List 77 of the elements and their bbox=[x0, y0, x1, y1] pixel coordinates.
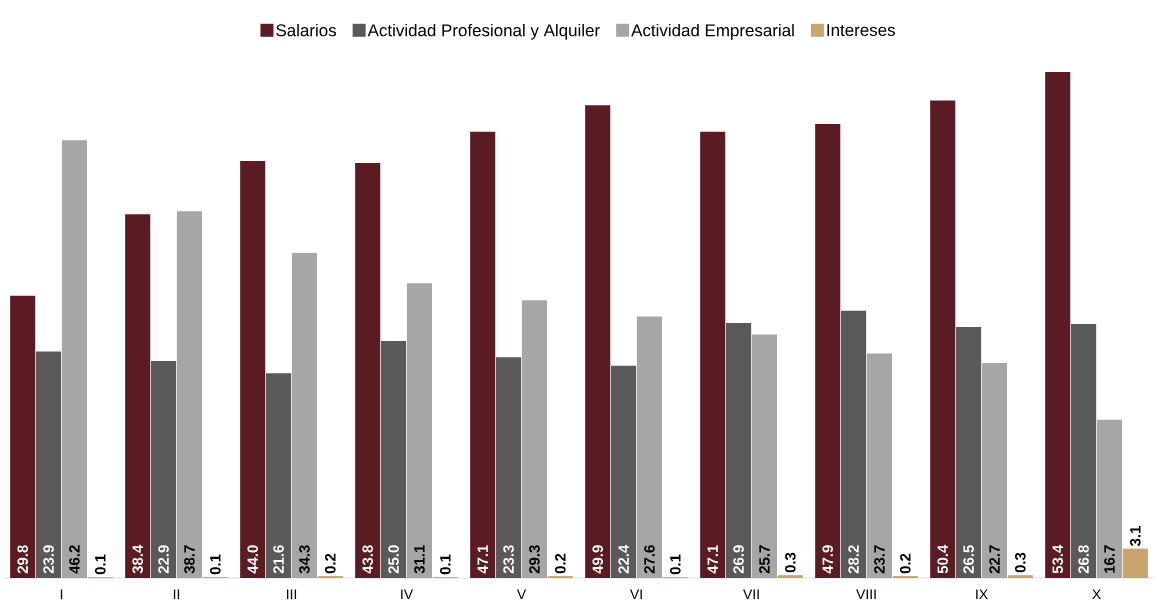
x-tick-label: III bbox=[286, 589, 297, 600]
bar bbox=[151, 361, 177, 578]
bar bbox=[1007, 575, 1033, 578]
x-tick-label: VIII bbox=[856, 589, 876, 600]
data-label: 23.3 bbox=[503, 545, 514, 574]
bar bbox=[1045, 72, 1071, 578]
bar bbox=[470, 131, 496, 578]
data-label: 22.9 bbox=[158, 545, 169, 574]
bar bbox=[815, 124, 841, 578]
bar bbox=[1071, 324, 1097, 578]
data-label: 23.7 bbox=[874, 545, 885, 574]
bar bbox=[381, 341, 407, 578]
data-label: 28.2 bbox=[848, 545, 859, 574]
x-tick-label: I bbox=[60, 589, 63, 600]
bar bbox=[930, 100, 956, 578]
data-label: 47.1 bbox=[707, 545, 718, 574]
data-label: 46.2 bbox=[69, 545, 80, 574]
bar bbox=[10, 295, 36, 578]
data-label: 38.4 bbox=[132, 544, 143, 574]
data-label: 44.0 bbox=[247, 545, 258, 574]
bar bbox=[726, 323, 752, 578]
data-label: 16.7 bbox=[1104, 545, 1115, 573]
data-label: 21.6 bbox=[273, 545, 284, 574]
bar bbox=[611, 365, 637, 578]
data-label: 43.8 bbox=[362, 545, 373, 574]
data-label: 0.1 bbox=[440, 554, 451, 575]
data-label: 3.1 bbox=[1130, 526, 1141, 547]
data-label: 31.1 bbox=[414, 545, 425, 574]
legend-label: Actividad Profesional y Alquiler bbox=[367, 23, 600, 40]
data-label: 53.4 bbox=[1052, 544, 1064, 574]
x-tick-label: IX bbox=[976, 589, 988, 600]
data-label: 29.3 bbox=[529, 545, 540, 574]
bar bbox=[956, 326, 982, 578]
legend-label: Intereses bbox=[827, 24, 895, 37]
data-label: 22.4 bbox=[618, 544, 629, 574]
data-label: 26.8 bbox=[1078, 545, 1089, 574]
bar bbox=[841, 310, 867, 578]
bar bbox=[125, 214, 151, 578]
data-label: 0.2 bbox=[900, 553, 911, 574]
x-tick-label: X bbox=[1092, 589, 1101, 600]
data-label: 0.2 bbox=[555, 553, 566, 574]
data-label: 0.3 bbox=[785, 552, 796, 573]
data-label: 0.3 bbox=[1015, 552, 1026, 573]
x-tick-label: VI bbox=[629, 589, 642, 600]
data-label: 47.9 bbox=[822, 545, 833, 574]
legend-label: Salarios bbox=[276, 23, 337, 37]
bar bbox=[585, 105, 611, 578]
data-label: 27.6 bbox=[644, 545, 655, 574]
data-label: 47.1 bbox=[477, 545, 488, 574]
data-label: 26.9 bbox=[733, 545, 744, 574]
data-label: 25.7 bbox=[759, 545, 770, 574]
bar bbox=[266, 373, 292, 578]
bar bbox=[240, 161, 266, 578]
data-label: 26.5 bbox=[963, 545, 974, 574]
x-tick-label: VII bbox=[743, 589, 759, 600]
data-label: 0.1 bbox=[95, 554, 106, 575]
data-label: 25.0 bbox=[388, 545, 399, 574]
data-label: 29.8 bbox=[17, 545, 28, 574]
data-label: 23.9 bbox=[43, 545, 54, 574]
data-label: 38.7 bbox=[184, 545, 195, 574]
bar bbox=[1122, 548, 1148, 578]
data-label: 22.7 bbox=[989, 545, 1000, 574]
x-tick-label: II bbox=[173, 589, 180, 600]
data-label: 0.1 bbox=[670, 554, 681, 575]
x-tick-label: V bbox=[516, 589, 527, 600]
data-label: 50.4 bbox=[937, 544, 948, 574]
data-label: 49.9 bbox=[592, 545, 603, 574]
data-label: 34.3 bbox=[299, 545, 310, 574]
x-tick-label: IV bbox=[401, 589, 414, 600]
data-label: 0.2 bbox=[325, 553, 336, 574]
bar bbox=[355, 162, 381, 578]
bar bbox=[36, 351, 62, 578]
legend-label: Actividad Empresarial bbox=[631, 23, 794, 40]
bar bbox=[777, 575, 803, 578]
bar bbox=[496, 357, 522, 578]
bar bbox=[700, 131, 726, 578]
data-label: 0.1 bbox=[210, 554, 221, 575]
